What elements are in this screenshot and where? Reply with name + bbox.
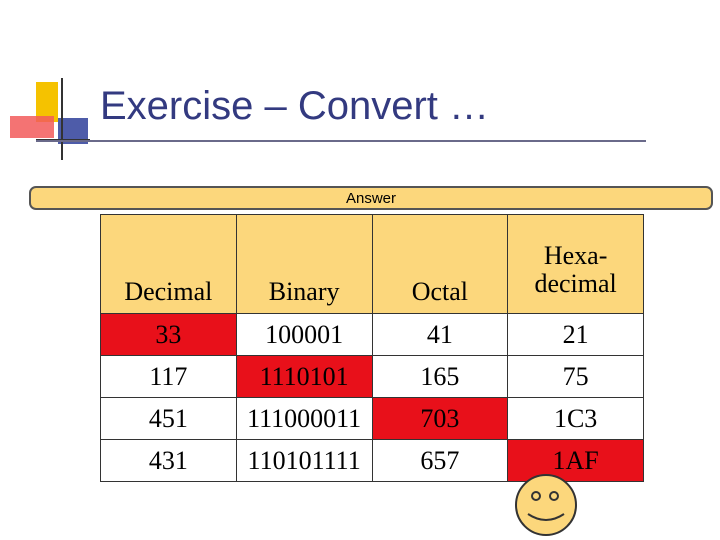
table-cell: 111000011 [235, 397, 373, 440]
answer-button[interactable]: Answer [29, 186, 713, 210]
table-cell: 21 [507, 313, 644, 356]
table-cell: 33 [100, 313, 237, 356]
header-binary: Binary [235, 214, 373, 314]
header-decimal: Decimal [100, 214, 237, 314]
conversion-table: Decimal Binary Octal Hexa- decimal 33 10… [100, 214, 644, 482]
table-cell: 165 [371, 355, 509, 398]
table-row: 431 110101111 657 1AF [100, 439, 644, 482]
header-hexadecimal: Hexa- decimal [507, 214, 644, 314]
table-cell: 75 [507, 355, 644, 398]
table-row: 451 111000011 703 1C3 [100, 397, 644, 440]
table-header-row: Decimal Binary Octal Hexa- decimal [100, 214, 644, 314]
table-cell: 1AF [507, 439, 644, 482]
table-row: 117 1110101 165 75 [100, 355, 644, 398]
table-cell: 451 [100, 397, 237, 440]
answer-button-label: Answer [345, 189, 397, 207]
table-cell: 1C3 [507, 397, 644, 440]
header-octal: Octal [371, 214, 509, 314]
smiley-face-icon [515, 474, 577, 536]
table-row: 33 100001 41 21 [100, 313, 644, 356]
table-cell: 100001 [235, 313, 373, 356]
title-divider [36, 140, 646, 142]
slide-logo-icon [10, 78, 90, 160]
table-cell: 431 [100, 439, 237, 482]
table-cell: 657 [371, 439, 509, 482]
table-cell: 703 [371, 397, 509, 440]
slide-title: Exercise – Convert … [100, 84, 490, 128]
table-cell: 117 [100, 355, 237, 398]
table-cell: 1110101 [235, 355, 373, 398]
table-cell: 110101111 [235, 439, 373, 482]
table-cell: 41 [371, 313, 509, 356]
